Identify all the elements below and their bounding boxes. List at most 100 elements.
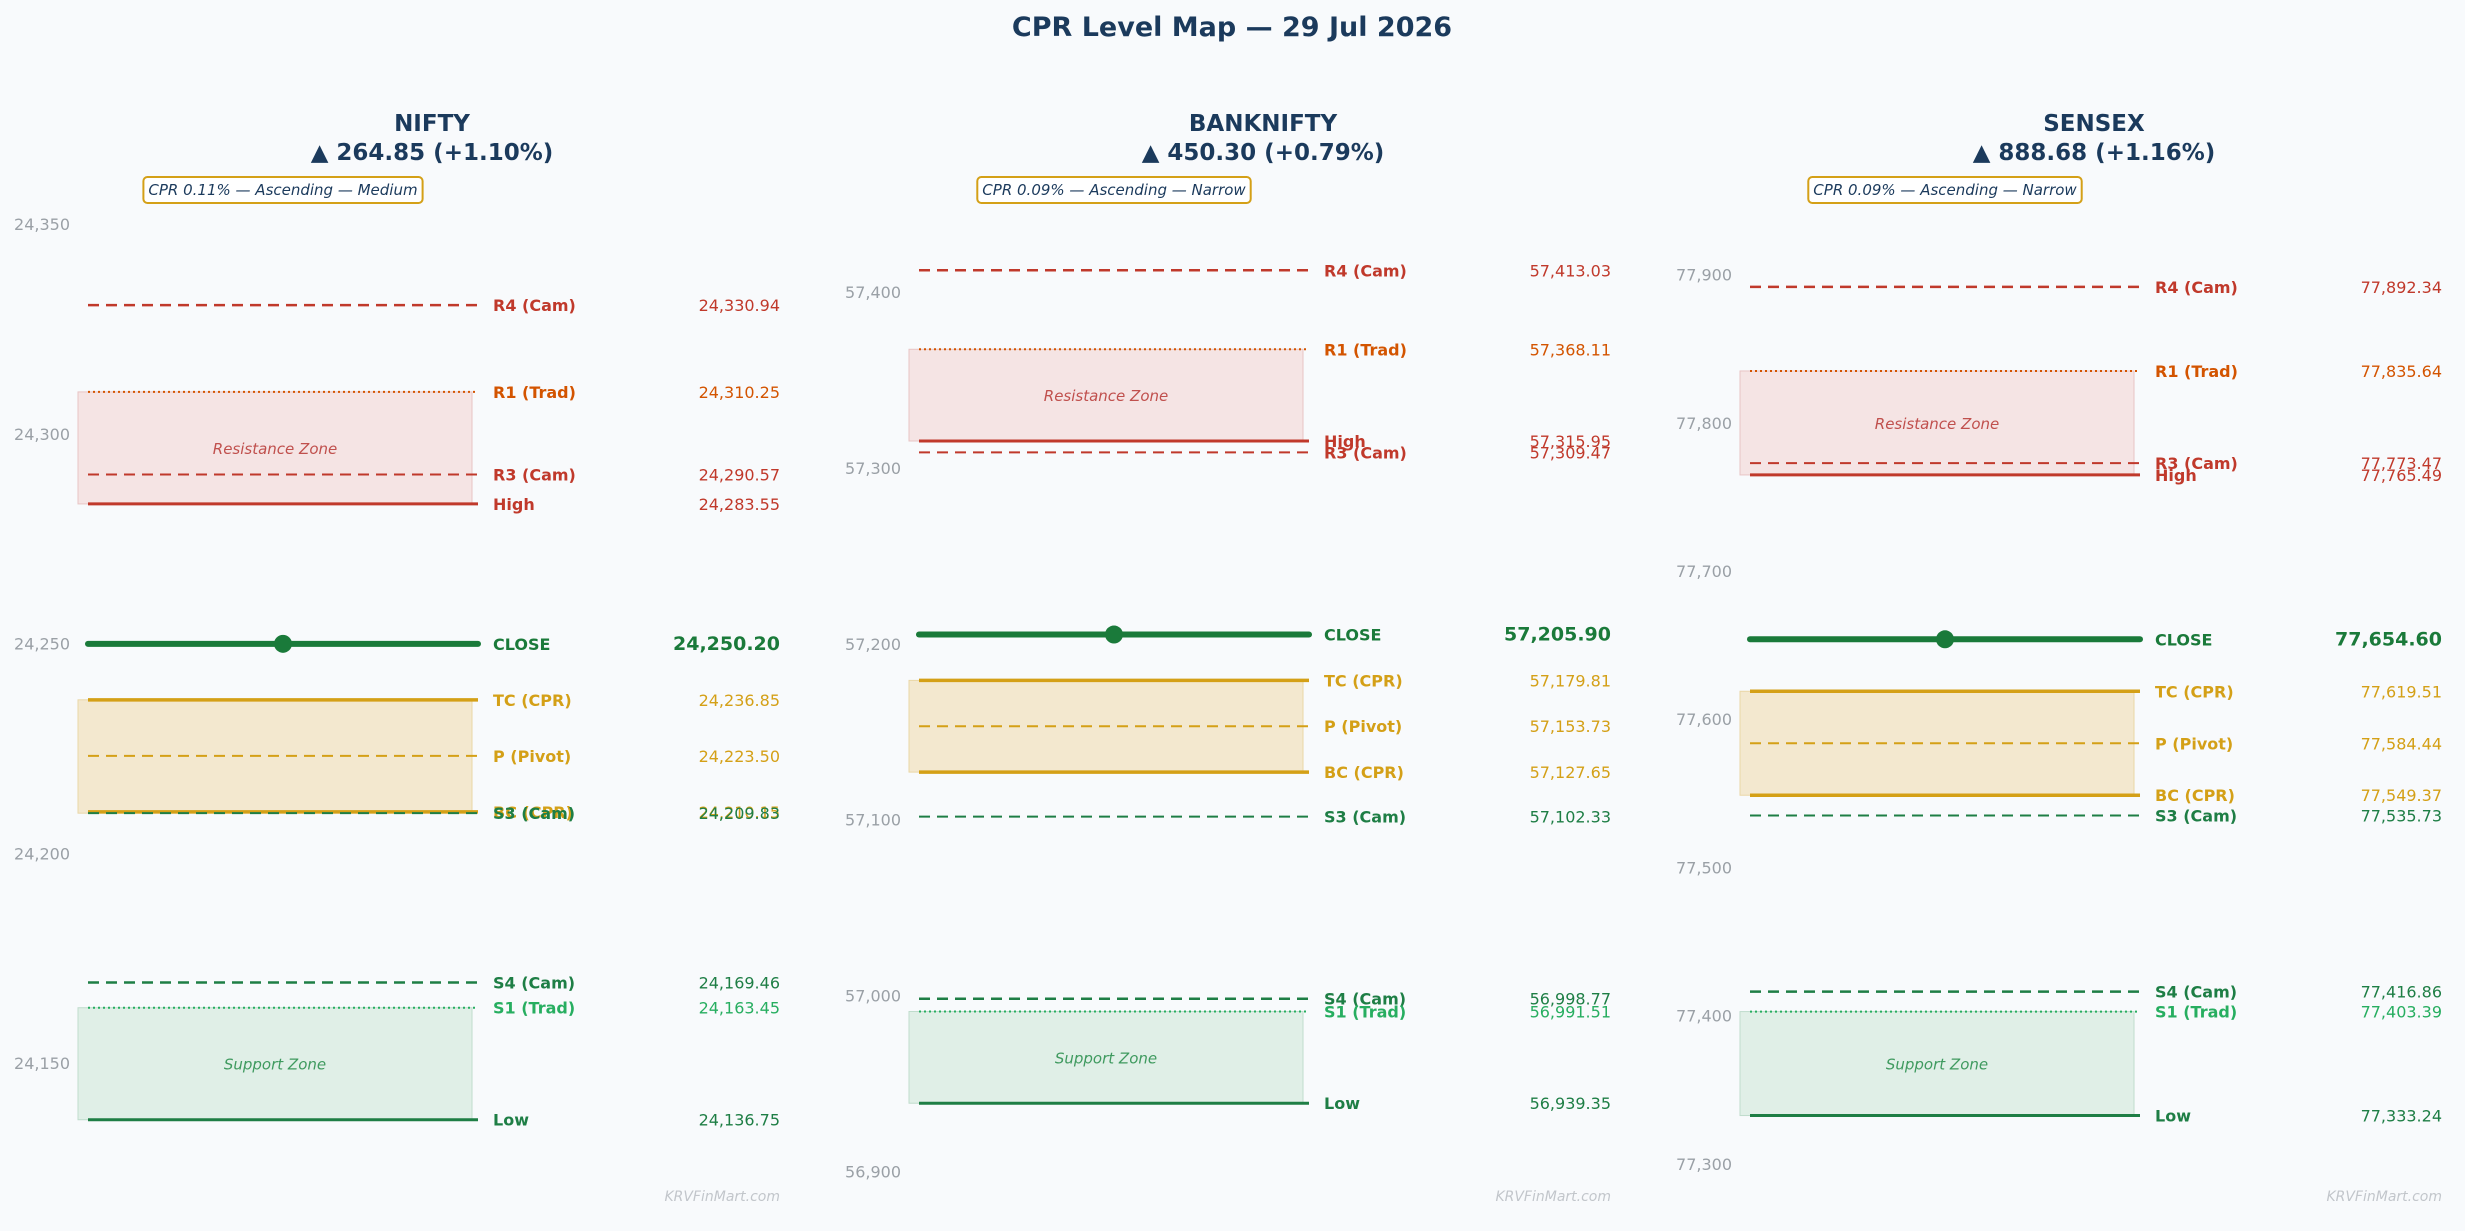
level-label-tc-cpr: TC (CPR) [1324,671,1403,690]
panel-change: ▲ 888.68 (+1.16%) [1973,140,2216,166]
level-label-close: CLOSE [2155,630,2212,649]
y-tick-label: 57,200 [845,635,901,654]
panel-change: ▲ 450.30 (+0.79%) [1142,140,1385,166]
cpr-note: CPR 0.09% — Ascending — Narrow [976,176,1252,204]
cpr-note-box [1807,176,2083,204]
level-value-low: 24,136.75 [699,1111,780,1130]
level-label-high: High [2155,466,2197,485]
level-label-s3-cam: S3 (Cam) [493,804,575,823]
level-value-bc-cpr: 24,210.15 [699,803,780,822]
resistance-zone-label: Resistance Zone [1044,387,1168,405]
level-label-s4-cam: S4 (Cam) [493,974,575,993]
level-value-close: 24,250.20 [673,633,780,655]
level-label-s4-cam: S4 (Cam) [1324,990,1406,1009]
y-tick-label: 57,300 [845,459,901,478]
watermark: KRVFinMart.com [664,1189,780,1205]
panel-title: NIFTY [394,111,470,137]
resistance-zone [908,348,1304,442]
y-tick-label: 24,200 [14,844,70,863]
level-value-s4-cam: 77,416.86 [2361,983,2442,1002]
level-label-r1-trad: R1 (Trad) [2155,362,2238,381]
level-label-r3-cam: R3 (Cam) [493,465,576,484]
cpr-note-text: CPR 0.11% — Ascending — Medium [148,181,417,199]
y-tick-label: 77,900 [1676,266,1732,285]
level-value-bc-cpr: 57,127.65 [1530,763,1611,782]
support-zone [1739,1011,2135,1117]
level-value-low: 56,939.35 [1530,1094,1611,1113]
level-value-r3-cam: 77,773.47 [2361,454,2442,473]
panel-change: ▲ 264.85 (+1.10%) [311,140,554,166]
level-value-high: 24,283.55 [699,495,780,514]
level-value-r4-cam: 77,892.34 [2361,278,2442,297]
cpr-note-text: CPR 0.09% — Ascending — Narrow [1813,181,2077,199]
y-tick-label: 57,000 [845,987,901,1006]
level-label-close: CLOSE [493,635,550,654]
level-label-r3-cam: R3 (Cam) [1324,443,1407,462]
level-label-p-pivot: P (Pivot) [1324,717,1402,736]
level-value-r4-cam: 24,330.94 [699,296,780,315]
y-tick-label: 77,700 [1676,562,1732,581]
level-label-bc-cpr: BC (CPR) [493,803,573,822]
level-label-r1-trad: R1 (Trad) [493,383,576,402]
level-label-r1-trad: R1 (Trad) [1324,340,1407,359]
y-tick-label: 77,400 [1676,1007,1732,1026]
panel-sensex: SENSEX ▲ 888.68 (+1.16%) 77,300 77,400 77,50… [1676,111,2442,1205]
chart-title: CPR Level Map — 29 Jul 2026 [1012,12,1452,43]
level-value-s3-cam: 24,209.83 [699,804,780,823]
support-zone-label: Support Zone [224,1056,326,1074]
level-label-s1-trad: S1 (Trad) [2155,1003,2237,1022]
level-value-r3-cam: 24,290.57 [699,465,780,484]
level-value-s1-trad: 56,991.51 [1530,1003,1611,1022]
level-label-low: Low [493,1111,529,1130]
level-label-tc-cpr: TC (CPR) [2155,682,2234,701]
level-label-r4-cam: R4 (Cam) [1324,261,1407,280]
level-label-low: Low [2155,1107,2191,1126]
level-label-high: High [493,495,535,514]
level-value-s4-cam: 24,169.46 [699,974,780,993]
cpr-note-box [976,176,1252,204]
resistance-zone [77,391,473,505]
level-value-s1-trad: 77,403.39 [2361,1003,2442,1022]
level-value-p-pivot: 57,153.73 [1530,717,1611,736]
support-zone-label: Support Zone [1886,1056,1988,1074]
level-label-high: High [1324,432,1366,451]
support-zone [908,1011,1304,1104]
level-value-close: 77,654.60 [2335,628,2442,650]
y-tick-label: 56,900 [845,1162,901,1181]
level-value-tc-cpr: 24,236.85 [699,691,780,710]
level-value-low: 77,333.24 [2361,1107,2442,1126]
level-value-tc-cpr: 57,179.81 [1530,671,1611,690]
level-value-p-pivot: 24,223.50 [699,747,780,766]
level-value-p-pivot: 77,584.44 [2361,734,2442,753]
level-value-tc-cpr: 77,619.51 [2361,682,2442,701]
support-zone-label: Support Zone [1055,1049,1157,1067]
close-marker [274,634,292,653]
level-label-s3-cam: S3 (Cam) [2155,806,2237,825]
level-label-close: CLOSE [1324,626,1381,645]
level-label-s3-cam: S3 (Cam) [1324,808,1406,827]
y-tick-label: 24,250 [14,635,70,654]
panel-banknifty: BANKNIFTY ▲ 450.30 (+0.79%) 56,900 57,000 57… [845,111,1611,1205]
level-value-r1-trad: 24,310.25 [699,383,780,402]
level-value-high: 57,315.95 [1530,432,1611,451]
level-value-s1-trad: 24,163.45 [699,999,780,1018]
y-tick-label: 77,300 [1676,1155,1732,1174]
level-value-close: 57,205.90 [1504,624,1611,646]
y-tick-label: 24,150 [14,1054,70,1073]
cpr-note: CPR 0.09% — Ascending — Narrow [1807,176,2083,204]
panel-title: SENSEX [2043,111,2145,137]
level-value-r3-cam: 57,309.47 [1530,443,1611,462]
level-label-bc-cpr: BC (CPR) [1324,763,1404,782]
y-tick-label: 24,300 [14,425,70,444]
close-marker [1105,625,1123,644]
level-value-s3-cam: 77,535.73 [2361,806,2442,825]
cpr-note: CPR 0.11% — Ascending — Medium [142,176,424,204]
watermark: KRVFinMart.com [2326,1189,2442,1205]
level-value-s3-cam: 57,102.33 [1530,808,1611,827]
level-value-high: 77,765.49 [2361,466,2442,485]
panel-title: BANKNIFTY [1189,111,1338,137]
level-label-r3-cam: R3 (Cam) [2155,454,2238,473]
resistance-zone-label: Resistance Zone [1875,415,1999,433]
